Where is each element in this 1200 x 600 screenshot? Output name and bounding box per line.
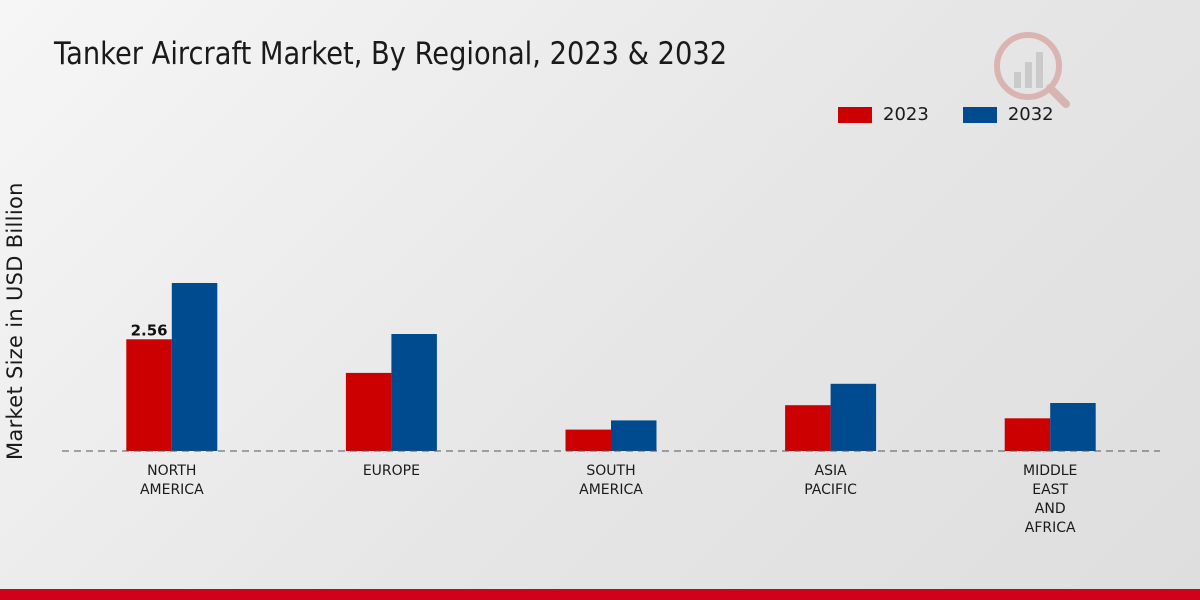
bar-2032-1: [391, 334, 437, 451]
legend-swatch-2023: [838, 106, 872, 123]
bar-2023-3: [785, 405, 831, 451]
x-tick-label-1-0: EUROPE: [363, 463, 420, 479]
x-tick-label-3-1: PACIFIC: [804, 482, 857, 498]
data-label-0: 2.56: [131, 321, 168, 339]
legend-item-2023: 2023: [838, 104, 929, 125]
x-tick-label-3-0: ASIA: [815, 463, 848, 479]
x-tick-label-0-1: AMERICA: [140, 482, 204, 498]
x-tick-label-4-2: AND: [1035, 501, 1066, 517]
bar-2023-1: [345, 372, 392, 451]
watermark-logo-icon: [994, 32, 1070, 108]
bar-2032-3: [830, 383, 877, 451]
legend-item-2032: 2032: [962, 104, 1054, 125]
bar-2023-4: [1004, 418, 1051, 451]
bar-2023-2: [565, 429, 611, 451]
x-tick-label-2-1: AMERICA: [579, 482, 643, 498]
brand-bottom-bar: [0, 589, 1200, 600]
x-tick-label-4-1: EAST: [1032, 482, 1068, 498]
legend: 2023 2032: [838, 104, 1088, 125]
x-tick-label-0-0: NORTH: [147, 463, 196, 479]
bar-2032-4: [1050, 403, 1096, 451]
legend-swatch-2032: [962, 106, 997, 123]
x-tick-label-4-3: AFRICA: [1025, 520, 1076, 536]
chart-title: Tanker Aircraft Market, By Regional, 202…: [54, 36, 728, 72]
legend-label-2032: 2032: [1007, 104, 1054, 125]
legend-label-2023: 2023: [883, 104, 929, 125]
bar-2032-2: [611, 420, 657, 451]
x-tick-label-4-0: MIDDLE: [1023, 463, 1077, 479]
x-tick-label-2-0: SOUTH: [586, 463, 635, 479]
bar-2023-0: [126, 339, 172, 451]
bar-2032-0: [171, 283, 218, 451]
